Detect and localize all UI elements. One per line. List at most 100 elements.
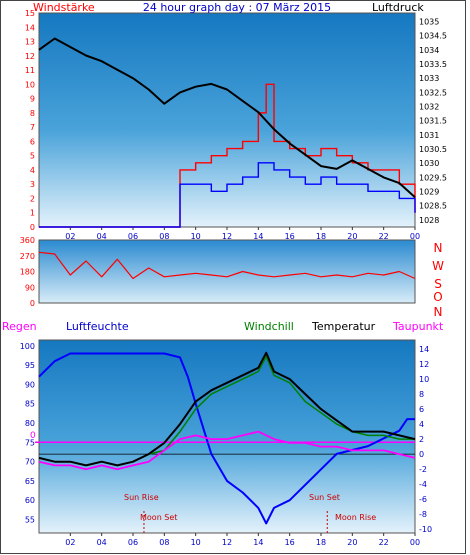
compass-n-top: N — [434, 241, 443, 255]
temp-y-tick-label: 8 — [419, 390, 424, 399]
temp-y-tick-label: -6 — [419, 495, 427, 504]
x-tick-label: 16 — [285, 538, 295, 547]
temp-y-tick-label: -4 — [419, 480, 427, 489]
pressure-y-tick-label: 1033.5 — [419, 60, 447, 69]
wind-y-tick-label: 11 — [25, 66, 35, 75]
direction-y-tick-label: 90 — [25, 283, 35, 292]
wind-y-tick-label: 13 — [25, 38, 35, 47]
moon-rise-label: Moon Rise — [335, 513, 376, 522]
compass-n-bottom: N — [434, 305, 443, 319]
temperature-line — [38, 351, 416, 467]
top-left-label: Windstärke — [33, 1, 95, 14]
pressure-y-tick-label: 1029 — [419, 188, 439, 197]
humidity-y-tick-label: 85 — [25, 400, 35, 409]
compass-s: S — [434, 277, 442, 291]
pressure-y-tick-label: 1032 — [419, 103, 439, 112]
humidity-line — [38, 352, 415, 525]
wind-y-tick-label: 4 — [30, 166, 35, 175]
humidity-y-tick-label: 65 — [25, 477, 35, 486]
x-tick-label: 08 — [159, 232, 169, 241]
x-tick-label: 16 — [285, 232, 295, 241]
direction-y-tick-label: 180 — [20, 268, 35, 277]
temp-y-tick-label: 6 — [419, 405, 424, 414]
pressure-line — [38, 37, 416, 198]
x-tick-label: 06 — [128, 538, 138, 547]
wind-y-tick-label: 8 — [30, 109, 35, 118]
taupunkt-label: Taupunkt — [392, 320, 444, 333]
x-tick-label: 12 — [222, 232, 232, 241]
pressure-y-tick-label: 1034.5 — [419, 32, 447, 41]
humidity-y-tick-label: 75 — [25, 438, 35, 447]
x-tick-label: 18 — [316, 232, 326, 241]
regen-label: Regen — [2, 320, 37, 333]
pressure-y-tick-label: 1034 — [419, 46, 439, 55]
humidity-y-tick-label: 95 — [25, 361, 35, 370]
humidity-y-tick-label: 80 — [25, 419, 35, 428]
temp-y-tick-label: 4 — [419, 420, 424, 429]
wind-y-tick-label: 10 — [25, 80, 35, 89]
x-tick-label: 08 — [159, 538, 169, 547]
x-tick-label: 14 — [253, 232, 263, 241]
compass-o: O — [433, 290, 442, 304]
x-tick-label: 10 — [191, 232, 201, 241]
wind-y-tick-label: 6 — [30, 137, 35, 146]
temp-y-tick-label: 14 — [419, 345, 429, 354]
sun-set-label: Sun Set — [309, 493, 340, 502]
x-tick-label: 14 — [253, 538, 263, 547]
compass-w: W — [432, 259, 444, 273]
pressure-y-tick-label: 1033 — [419, 74, 439, 83]
humidity-y-tick-label: 90 — [25, 380, 35, 389]
temp-y-tick-label: -2 — [419, 465, 427, 474]
pressure-y-tick-label: 1032.5 — [419, 88, 447, 97]
dewpoint-line — [38, 430, 416, 471]
wind-y-tick-label: 2 — [30, 194, 35, 203]
x-tick-label: 02 — [65, 232, 75, 241]
panel-temp-humidity — [38, 339, 416, 534]
luftfeuchte-label: Luftfeuchte — [66, 320, 129, 333]
humidity-y-tick-label: 60 — [25, 496, 35, 505]
x-tick-label: 20 — [347, 232, 357, 241]
x-tick-label: 22 — [379, 538, 389, 547]
temp-y-tick-label: 2 — [419, 435, 424, 444]
pressure-y-tick-label: 1031.5 — [419, 117, 447, 126]
x-tick-label: 04 — [97, 232, 107, 241]
x-tick-label: 10 — [191, 538, 201, 547]
top-right-label: Luftdruck — [372, 1, 424, 14]
wind-direction-line — [38, 251, 416, 280]
temp-y-tick-label: 10 — [419, 375, 429, 384]
moon-set-label: Moon Set — [140, 513, 177, 522]
x-tick-label: 00 — [410, 232, 420, 241]
temperatur-label: Temperatur — [311, 320, 376, 333]
temp-y-tick-label: 12 — [419, 360, 429, 369]
pressure-y-tick-label: 1029.5 — [419, 173, 447, 182]
x-tick-label: 04 — [97, 538, 107, 547]
panel-wind-direction — [38, 239, 416, 304]
pressure-y-tick-label: 1030.5 — [419, 145, 447, 154]
top-center-title: 24 hour graph day : 07 März 2015 — [143, 1, 331, 14]
wind-speed-line — [39, 83, 416, 228]
zero-mark-label: 0 — [30, 431, 36, 441]
pressure-y-tick-label: 1028 — [419, 216, 439, 225]
wind-y-tick-label: 1 — [30, 209, 35, 218]
wind-y-tick-label: 15 — [25, 9, 35, 18]
temp-y-tick-label: -8 — [419, 510, 427, 519]
panel-wind-pressure — [38, 12, 416, 228]
wind-y-tick-label: 7 — [30, 123, 35, 132]
wind-y-tick-label: 9 — [30, 95, 35, 104]
wind-y-tick-label: 0 — [30, 223, 35, 232]
x-tick-label: 00 — [410, 538, 420, 547]
direction-y-tick-label: 270 — [20, 252, 35, 261]
x-tick-label: 12 — [222, 538, 232, 547]
humidity-y-tick-label: 70 — [25, 458, 35, 467]
direction-y-tick-label: 360 — [20, 236, 35, 245]
pressure-y-tick-label: 1030 — [419, 159, 439, 168]
temp-y-tick-label: -10 — [419, 525, 432, 534]
x-tick-label: 20 — [347, 538, 357, 547]
pressure-y-tick-label: 1035 — [419, 18, 439, 27]
sun-rise-label: Sun Rise — [124, 493, 159, 502]
x-tick-label: 02 — [65, 538, 75, 547]
direction-y-tick-label: 0 — [30, 299, 35, 308]
x-tick-label: 06 — [128, 232, 138, 241]
